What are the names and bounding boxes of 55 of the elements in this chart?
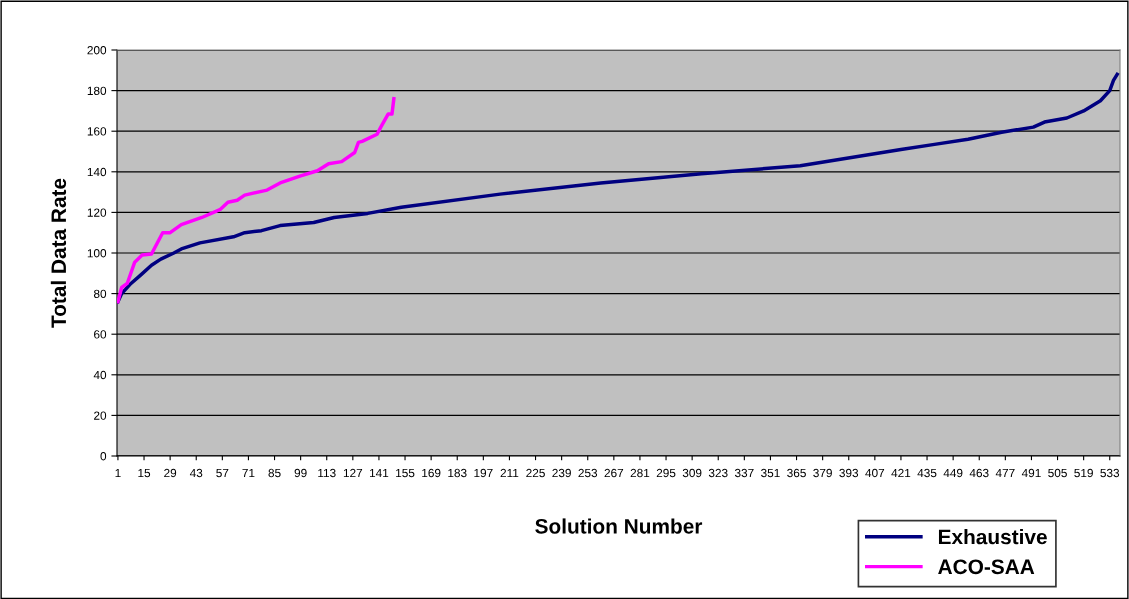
x-tick-label: 183 [448,468,467,478]
x-tick-label: 15 [138,468,151,478]
x-tick-label: 365 [787,468,806,478]
y-tick-label: 140 [87,167,107,177]
x-axis-title: Solution Number [535,518,703,534]
y-tick-label: 80 [93,289,107,298]
x-tick-label: 435 [917,468,937,478]
x-tick-label: 85 [268,468,281,478]
x-tick-label: 519 [1074,468,1093,478]
y-tick-label: 60 [94,330,107,339]
x-tick-label: 351 [761,468,780,478]
y-axis-title: Total Data Rate [50,178,67,328]
x-tick-label: 57 [216,468,229,478]
x-tick-label: 211 [500,468,519,478]
x-tick-label: 1 [115,468,121,478]
line-series [117,96,396,304]
y-tick-label: 160 [87,127,107,136]
x-tick-label: 169 [422,468,441,478]
x-tick-label: 463 [969,468,989,478]
x-tick-label: 295 [656,468,676,478]
y-tick-label: 20 [94,411,107,420]
x-tick-label: 141 [369,468,389,478]
x-tick-label: 267 [604,468,624,478]
y-tick-label: 100 [87,249,107,258]
x-tick-label: 337 [734,468,754,478]
x-tick-label: 239 [552,468,571,478]
x-tick-label: 379 [813,468,832,478]
x-tick-label: 407 [865,468,885,478]
y-tick-label: 180 [87,86,107,95]
x-tick-label: 71 [242,468,255,478]
y-tick-label: 120 [87,208,107,217]
x-tick-label: 99 [294,468,307,478]
x-tick-label: 197 [474,468,493,478]
x-tick-label: 323 [708,468,728,478]
y-tick-label: 200 [87,46,107,55]
x-tick-label: 113 [318,468,336,478]
x-tick-label: 155 [396,468,415,478]
legend-label: Exhaustive [938,528,1047,545]
x-tick-label: 253 [578,468,598,478]
y-tick-label: 0 [100,452,107,461]
legend-label: ACO-SAA [938,559,1035,575]
x-tick-label: 477 [995,468,1015,478]
x-tick-label: 225 [526,468,545,478]
x-tick-label: 421 [891,468,911,478]
x-tick-label: 449 [943,468,963,478]
x-tick-label: 43 [189,468,203,478]
x-tick-label: 309 [682,468,702,478]
x-tick-label: 29 [164,468,177,478]
x-tick-label: 533 [1100,468,1120,478]
x-tick-label: 491 [1021,468,1041,478]
x-tick-label: 505 [1048,468,1067,478]
x-tick-label: 127 [343,468,363,478]
y-tick-label: 40 [93,370,107,380]
x-tick-label: 281 [630,468,650,478]
x-tick-label: 393 [839,468,859,478]
